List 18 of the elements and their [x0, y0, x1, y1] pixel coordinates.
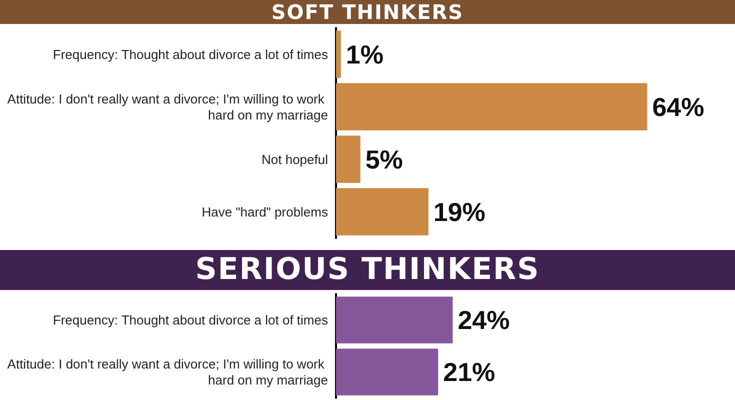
- chart-title: SOFT THINKERS: [0, 0, 735, 24]
- data-label: 24%: [458, 305, 510, 335]
- data-label: 21%: [443, 357, 496, 387]
- data-label: 5%: [365, 144, 403, 174]
- bar: [336, 188, 428, 236]
- y-tick-label: Have "hard" problems: [202, 204, 328, 220]
- data-label: 1%: [346, 39, 384, 70]
- y-tick-label: Not hopeful: [262, 152, 328, 167]
- chart-title: SERIOUS THINKERS: [0, 250, 735, 290]
- bar: [336, 136, 360, 183]
- data-label: 64%: [652, 92, 704, 122]
- data-label: 19%: [433, 196, 486, 227]
- y-tick-label: Attitude: I don't really want a divorce; I'm willing to work hard on my marriage: [7, 356, 328, 388]
- y-tick-label: Frequency: Thought about divorce a lot of times: [52, 46, 328, 62]
- bar: [336, 30, 341, 78]
- bar: [336, 83, 648, 130]
- y-tick-label: Attitude: I don't really want a divorce; I'm willing to work hard on my marriage: [7, 91, 328, 122]
- y-tick-label: Frequency: Thought about divorce a lot of times: [52, 312, 328, 328]
